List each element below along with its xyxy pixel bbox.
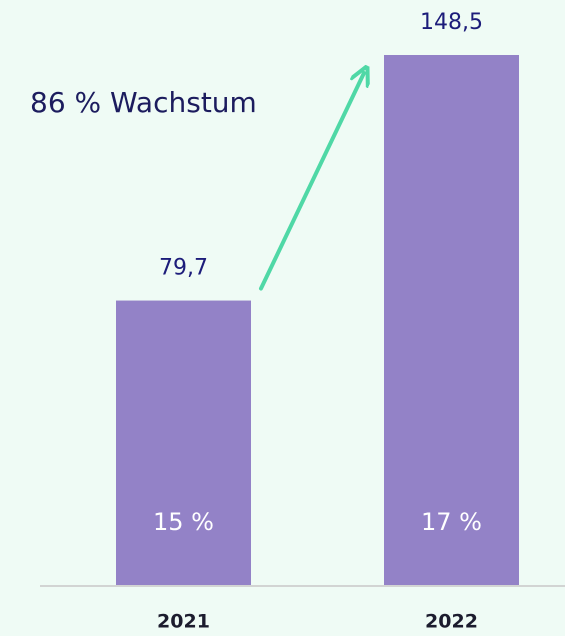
bar bbox=[384, 55, 519, 585]
growth-arrow bbox=[259, 73, 364, 291]
inner-label: 17 % bbox=[421, 508, 482, 536]
value-label: 79,7 bbox=[159, 256, 208, 281]
annotation: 86 % Wachstum bbox=[30, 86, 257, 119]
inner-label: 15 % bbox=[153, 508, 214, 536]
x-tick-label: 2022 bbox=[425, 611, 478, 633]
value-label: 148,5 bbox=[420, 10, 483, 35]
x-tick-label: 2021 bbox=[157, 611, 210, 633]
bar bbox=[116, 300, 251, 585]
